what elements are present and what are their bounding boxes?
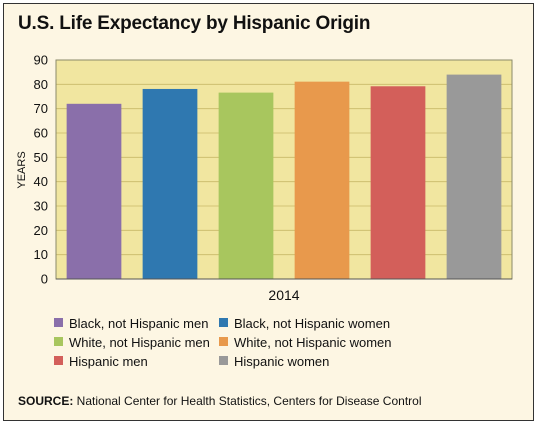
legend-label: White, not Hispanic men [69, 335, 210, 351]
legend-label: White, not Hispanic women [234, 335, 392, 351]
legend-swatch [54, 337, 63, 347]
legend-item: Hispanic women [219, 353, 329, 371]
legend-item: White, not Hispanic women [219, 334, 392, 352]
y-tick-label: 60 [34, 126, 48, 141]
source-label: SOURCE: [18, 394, 74, 408]
y-tick-label: 40 [34, 174, 48, 189]
bar-black-not-hispanic-women [142, 88, 198, 279]
legend-swatch [54, 318, 63, 328]
legend-item: Black, not Hispanic women [219, 315, 390, 333]
bar-black-not-hispanic-men [66, 103, 122, 279]
bar-white-not-hispanic-women [294, 81, 350, 279]
legend-item: Black, not Hispanic men [54, 315, 208, 333]
legend-item: White, not Hispanic men [54, 334, 210, 352]
legend-label: Black, not Hispanic women [234, 316, 391, 332]
y-tick-label: 20 [34, 223, 48, 238]
x-axis-label: 2014 [268, 287, 299, 303]
y-tick-label: 0 [41, 272, 48, 287]
plot-area [56, 60, 512, 279]
y-tick-label: 30 [34, 199, 48, 214]
legend-label: Black, not Hispanic men [69, 316, 209, 332]
legend-swatch [54, 356, 63, 366]
legend-label: Hispanic women [234, 354, 330, 370]
chart-title: U.S. Life Expectancy by Hispanic Origin [18, 13, 371, 34]
legend-item: Hispanic men [54, 353, 148, 371]
bar-white-not-hispanic-men [218, 92, 274, 280]
y-tick-label: 70 [34, 101, 48, 116]
legend-swatch [219, 337, 228, 347]
y-axis-label: YEARS [16, 151, 28, 188]
legend-swatch [219, 356, 228, 366]
y-tick-label: 50 [34, 150, 48, 165]
source-text: National Center for Health Statistics, C… [73, 394, 422, 408]
bar-hispanic-men [370, 86, 426, 279]
y-tick-label: 10 [34, 247, 48, 262]
source-note: SOURCE: National Center for Health Stati… [18, 394, 422, 408]
y-tick-label: 80 [34, 77, 48, 92]
bar-hispanic-women [446, 74, 502, 279]
y-tick-label: 90 [34, 53, 48, 68]
legend-swatch [219, 318, 228, 328]
legend-label: Hispanic men [69, 354, 148, 370]
